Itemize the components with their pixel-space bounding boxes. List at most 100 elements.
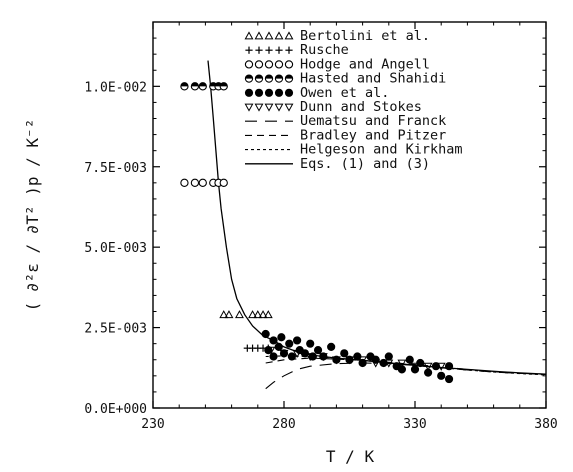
down-triangle-marker	[292, 349, 302, 358]
down-triangle-marker	[371, 359, 381, 368]
down-triangle-marker	[345, 356, 354, 365]
y-tick-label: 1.0E-002	[84, 80, 147, 95]
open-circle-marker	[190, 178, 200, 187]
series-markers-group	[219, 310, 273, 319]
legend-label: Eqs. (1) and (3)	[300, 156, 430, 172]
down-triangle-marker	[279, 349, 289, 358]
plus-marker	[255, 46, 263, 54]
open-circle-marker	[264, 60, 274, 69]
half-circle-fill	[245, 74, 253, 79]
y-tick-label: 2.5E-003	[84, 322, 147, 337]
x-tick-label: 280	[272, 417, 295, 432]
legend-symbol	[244, 88, 294, 97]
down-triangle-marker	[358, 356, 368, 365]
legend-label: Owen et al.	[300, 85, 389, 101]
down-triangle-marker	[266, 346, 276, 355]
triangle-marker	[253, 310, 263, 319]
down-triangle-marker	[264, 103, 274, 112]
down-triangle-marker	[318, 353, 328, 362]
down-triangle-marker	[384, 359, 394, 368]
open-circle-marker	[274, 60, 284, 69]
open-circle-marker	[180, 178, 189, 187]
filled-circle-marker	[306, 339, 315, 348]
axis-ticks	[152, 22, 547, 409]
filled-circle-marker	[444, 374, 454, 384]
x-tick-labels: 230 280 330 380	[141, 417, 557, 432]
half-circle-marker	[274, 74, 284, 83]
legend-label: Dunn and Stokes	[300, 99, 422, 115]
triangle-marker	[235, 310, 244, 319]
down-triangle-marker	[331, 356, 341, 365]
plus-marker	[245, 46, 253, 54]
filled-circle-marker	[284, 88, 294, 97]
down-triangle-marker	[244, 103, 254, 112]
filled-circle-marker	[437, 371, 446, 380]
filled-circle-marker	[327, 342, 336, 351]
legend-symbol	[244, 103, 294, 112]
down-triangle-marker	[410, 362, 420, 371]
filled-circle-marker	[287, 352, 296, 361]
legend-symbol	[245, 46, 293, 54]
x-tick-label: 330	[403, 417, 426, 432]
open-circle-marker	[254, 60, 264, 69]
half-circle-fill	[285, 74, 293, 79]
filled-circle-marker	[264, 88, 274, 97]
y-tick-label: 7.5E-003	[84, 161, 147, 176]
series-markers	[180, 82, 454, 384]
filled-circle-marker	[384, 352, 393, 361]
half-circle-marker	[190, 82, 200, 91]
filled-circle-marker	[244, 88, 254, 97]
plus-marker	[275, 46, 283, 54]
legend-label: Rusche	[300, 42, 349, 58]
legend-symbol	[244, 60, 294, 69]
triangle-marker	[258, 310, 268, 319]
series-markers-group	[266, 346, 446, 371]
half-circle-fill	[265, 74, 273, 79]
plus-marker	[285, 46, 293, 54]
legend-label: Hodge and Angell	[300, 56, 430, 72]
filled-circle-marker	[261, 329, 270, 339]
legend-label: Uematsu and Franck	[300, 113, 446, 129]
half-circle-marker	[284, 74, 294, 83]
filled-circle-marker	[340, 349, 349, 358]
y-tick-labels: 0.0E+000 2.5E-003 5.0E-003 7.5E-003 1.0E-002	[84, 80, 147, 417]
filled-circle-marker	[313, 346, 323, 355]
filled-circle-marker	[285, 339, 294, 348]
legend-label: Bertolini et al.	[300, 28, 430, 44]
down-triangle-marker	[254, 103, 264, 112]
filled-circle-marker	[293, 336, 302, 345]
open-circle-marker	[219, 178, 228, 187]
triangle-marker	[248, 310, 258, 319]
triangle-marker	[224, 310, 234, 319]
triangle-marker	[254, 31, 264, 40]
half-circle-marker	[219, 82, 228, 91]
filled-circle-marker	[277, 333, 286, 342]
x-tick-label: 380	[534, 417, 557, 432]
y-tick-label: 5.0E-003	[84, 241, 147, 256]
plus-marker	[265, 46, 273, 54]
filled-circle-marker	[444, 362, 454, 371]
series-markers-group	[261, 329, 454, 384]
filled-circle-marker	[274, 342, 283, 351]
down-triangle-marker	[274, 103, 284, 112]
triangle-marker	[274, 31, 284, 40]
down-triangle-marker	[436, 362, 446, 371]
triangle-marker	[244, 31, 254, 40]
half-circle-marker	[180, 82, 189, 91]
half-circle-marker	[198, 82, 207, 91]
series-line	[265, 362, 547, 390]
half-circle-fill	[275, 74, 283, 79]
filled-circle-marker	[274, 88, 284, 97]
open-circle-marker	[244, 60, 254, 69]
legend-label: Hasted and Shahidi	[300, 71, 446, 87]
open-circle-marker	[284, 60, 294, 69]
half-circle-marker	[254, 74, 264, 83]
legend-symbol	[244, 31, 294, 40]
half-circle-marker	[244, 74, 254, 83]
half-circle-fill	[220, 82, 228, 87]
filled-circle-marker	[254, 88, 264, 97]
legend-label: Helgeson and Kirkham	[300, 142, 463, 158]
down-triangle-marker	[397, 359, 407, 368]
half-circle-fill	[180, 82, 189, 87]
